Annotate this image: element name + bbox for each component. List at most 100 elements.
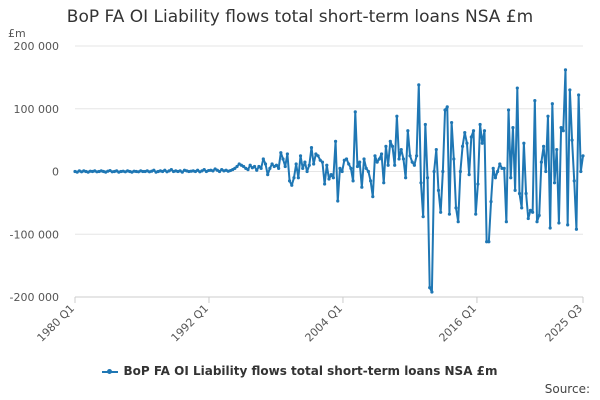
data-point xyxy=(401,157,406,161)
data-point xyxy=(463,130,467,135)
data-point xyxy=(487,240,491,244)
data-point xyxy=(493,176,498,180)
data-point xyxy=(434,147,438,152)
data-point xyxy=(500,166,504,170)
data-point xyxy=(305,169,309,174)
data-point xyxy=(482,129,487,133)
data-point xyxy=(399,147,403,152)
data-point xyxy=(263,162,268,166)
chart-title: BoP FA OI Liability flows total short-te… xyxy=(66,7,534,27)
data-point xyxy=(574,227,579,231)
data-point xyxy=(366,169,371,174)
legend-series-swatch xyxy=(102,368,119,374)
data-point xyxy=(314,152,318,156)
data-point xyxy=(520,206,524,210)
data-point xyxy=(290,183,294,187)
data-point xyxy=(544,169,548,174)
data-point xyxy=(546,114,550,118)
data-point xyxy=(524,191,528,196)
data-point xyxy=(502,166,506,170)
data-point xyxy=(557,221,561,225)
data-point xyxy=(242,164,246,169)
data-point xyxy=(382,181,386,185)
data-point xyxy=(474,212,478,216)
data-point xyxy=(248,163,252,167)
data-point xyxy=(404,176,408,180)
data-point xyxy=(460,144,465,148)
data-point xyxy=(408,154,412,158)
data-point xyxy=(410,160,414,164)
y-tick-label: 200 000 xyxy=(14,40,60,53)
data-point xyxy=(528,208,533,213)
data-point xyxy=(414,154,419,158)
x-tick-label: 2016 Q1 xyxy=(437,302,480,345)
data-point xyxy=(393,163,397,167)
data-point xyxy=(419,181,423,185)
data-point xyxy=(292,176,296,180)
data-point xyxy=(509,176,513,180)
data-point xyxy=(511,125,515,130)
data-point xyxy=(379,152,384,156)
data-point xyxy=(279,151,283,155)
data-point xyxy=(568,88,572,92)
data-point xyxy=(344,157,349,161)
data-point xyxy=(406,129,410,133)
data-point xyxy=(469,135,473,139)
data-point xyxy=(329,173,333,177)
data-point xyxy=(375,160,379,164)
data-point xyxy=(570,138,574,142)
data-point xyxy=(301,166,305,170)
legend[interactable]: BoP FA OI Liability flows total short-te… xyxy=(0,364,600,378)
data-point xyxy=(152,168,156,172)
data-point xyxy=(456,220,460,224)
data-point xyxy=(211,169,215,173)
data-point xyxy=(277,166,281,170)
data-point xyxy=(566,223,570,227)
data-point xyxy=(169,168,173,172)
data-point xyxy=(432,169,436,174)
source-label: Source: xyxy=(544,382,590,396)
data-point xyxy=(298,154,303,158)
data-point xyxy=(217,169,222,174)
data-point xyxy=(489,200,493,204)
data-point xyxy=(423,122,427,127)
data-point xyxy=(476,182,480,186)
series-group xyxy=(73,68,585,294)
data-point xyxy=(353,110,357,114)
y-tick-label: 0 xyxy=(52,166,59,179)
data-point xyxy=(340,169,344,174)
data-point xyxy=(281,157,285,161)
data-point xyxy=(360,185,364,189)
data-point xyxy=(338,166,342,170)
data-point xyxy=(331,176,335,180)
data-point xyxy=(539,160,544,164)
data-point xyxy=(577,93,581,97)
data-point xyxy=(550,102,554,106)
data-point xyxy=(358,160,362,164)
x-tick-label: 2025 Q3 xyxy=(543,302,586,345)
y-tick-label: -200 000 xyxy=(10,291,59,304)
data-point xyxy=(533,98,537,103)
data-point xyxy=(390,144,395,148)
data-point xyxy=(347,162,351,166)
data-point xyxy=(371,195,375,199)
data-point xyxy=(513,188,517,192)
data-point xyxy=(355,164,360,169)
x-axis: 1980 Q1 1992 Q1 2004 Q1 2016 Q1 2025 Q3 xyxy=(35,296,586,345)
data-point xyxy=(522,141,526,145)
x-tick-label: 1992 Q1 xyxy=(169,302,212,345)
data-point xyxy=(579,169,583,174)
y-axis-ticks: 200 000 100 000 0 -100 000 -200 000 xyxy=(10,40,59,304)
data-point xyxy=(349,166,353,170)
data-point xyxy=(377,157,381,161)
data-point xyxy=(467,173,471,177)
data-point xyxy=(465,141,469,145)
data-point xyxy=(141,169,145,174)
data-point xyxy=(458,169,462,174)
data-point xyxy=(362,157,366,161)
data-point xyxy=(261,157,265,161)
data-point xyxy=(388,139,392,143)
data-point xyxy=(270,162,274,166)
data-point xyxy=(452,157,456,161)
data-point xyxy=(373,154,377,158)
